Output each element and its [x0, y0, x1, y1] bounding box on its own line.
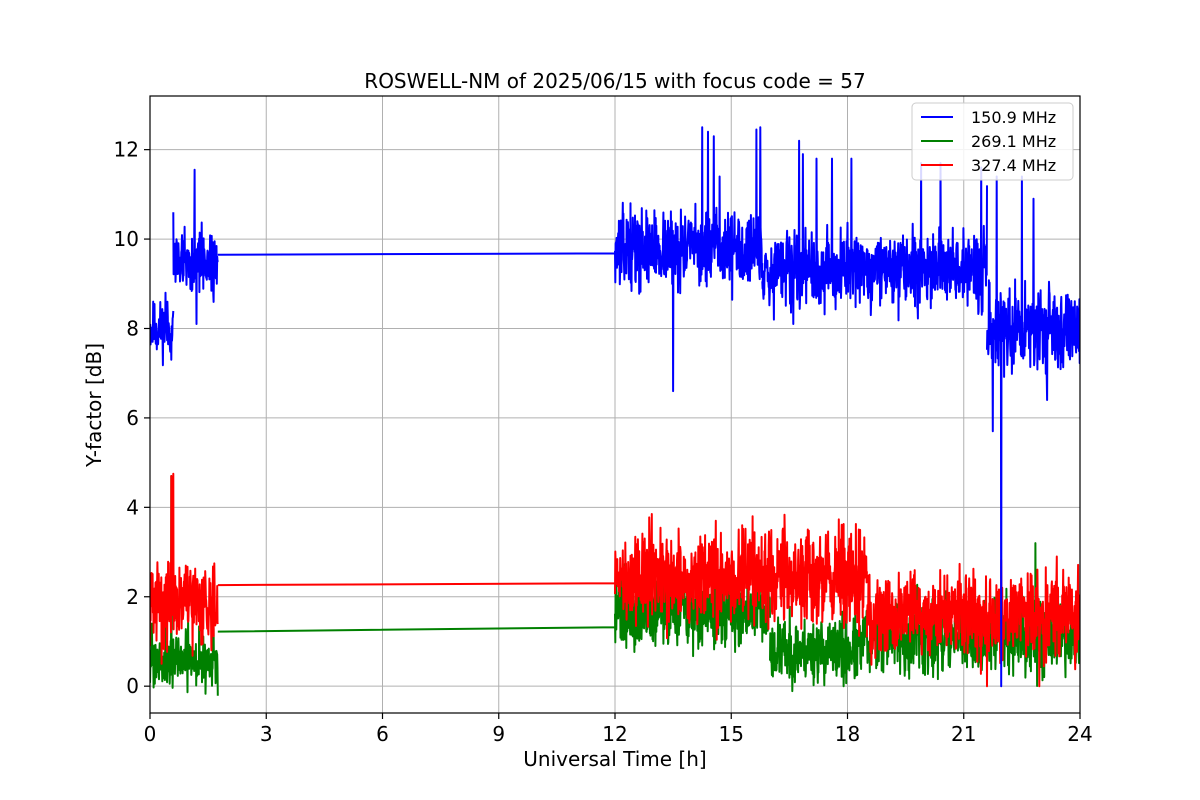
x-axis-ticks: 0 3 6 9 12 15 18 21 24 [144, 713, 1093, 746]
y-axis-ticks: 0 2 4 6 8 10 12 [114, 138, 150, 698]
chart-title: ROSWELL-NM of 2025/06/15 with focus code… [364, 69, 865, 93]
y-tick-label: 4 [126, 495, 139, 519]
series-line-0 [150, 126, 1080, 688]
y-tick-label: 8 [126, 316, 139, 340]
series-layer [150, 126, 1080, 696]
legend-label: 327.4 MHz [971, 156, 1056, 175]
legend: 150.9 MHz 269.1 MHz 327.4 MHz [911, 102, 1074, 181]
x-tick-label: 21 [951, 722, 976, 746]
x-tick-label: 18 [835, 722, 860, 746]
x-axis-label: Universal Time [h] [523, 747, 706, 771]
x-tick-label: 9 [492, 722, 505, 746]
legend-label: 269.1 MHz [971, 132, 1056, 151]
series-line-1 [150, 475, 1080, 696]
x-tick-label: 0 [144, 722, 157, 746]
y-tick-label: 0 [126, 674, 139, 698]
y-tick-label: 2 [126, 585, 139, 609]
x-tick-label: 15 [719, 722, 744, 746]
series-line-2 [150, 472, 1080, 688]
legend-box [911, 102, 1074, 181]
x-tick-label: 6 [376, 722, 389, 746]
x-tick-label: 12 [602, 722, 627, 746]
x-tick-label: 24 [1067, 722, 1092, 746]
y-tick-label: 6 [126, 406, 139, 430]
x-tick-label: 3 [260, 722, 273, 746]
y-tick-label: 12 [114, 138, 139, 162]
y-axis-label: Y-factor [dB] [82, 343, 106, 468]
legend-label: 150.9 MHz [971, 108, 1056, 127]
y-tick-label: 10 [114, 227, 139, 251]
